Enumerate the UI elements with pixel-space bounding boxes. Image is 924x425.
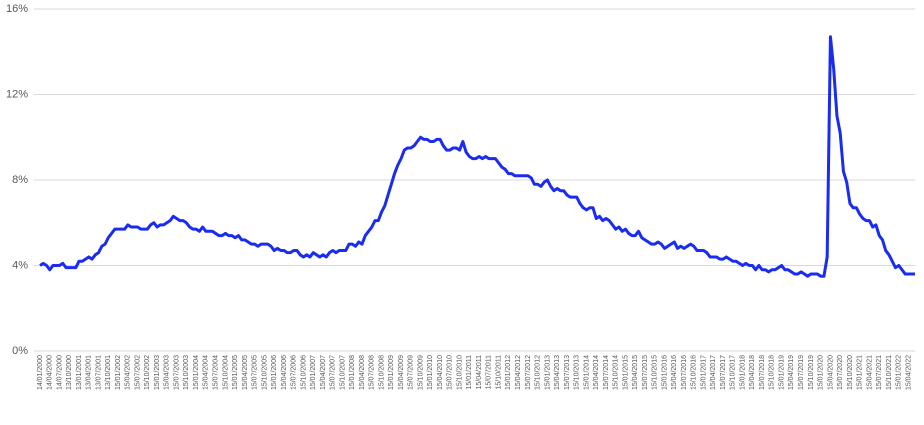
x-tick-label: 15/10/2002: [144, 355, 151, 390]
x-tick-label: 14/07/2000: [56, 355, 63, 390]
x-tick-label: 15/04/2005: [242, 355, 249, 390]
x-tick-label: 15/01/2010: [427, 355, 434, 390]
x-tick-label: 15/07/2014: [603, 355, 610, 390]
x-tick-label: 15/07/2008: [369, 355, 376, 390]
x-tick-label: 13/07/2001: [95, 355, 102, 390]
x-tick-label: 15/04/2010: [437, 355, 444, 390]
x-tick-label: 15/01/2008: [349, 355, 356, 390]
x-tick-label: 15/04/2021: [866, 355, 873, 390]
x-tick-label: 15/10/2005: [261, 355, 268, 390]
y-tick-label: 0%: [12, 345, 28, 357]
x-tick-label: 15/07/2010: [447, 355, 454, 390]
x-tick-label: 15/10/2017: [730, 355, 737, 390]
x-tick-label: 15/07/2015: [642, 355, 649, 390]
x-tick-label: 15/10/2021: [886, 355, 893, 390]
x-tick-label: 15/01/2002: [115, 355, 122, 390]
x-tick-label: 15/04/2009: [398, 355, 405, 390]
x-tick-label: 15/07/2006: [291, 355, 298, 390]
x-tick-label: 15/10/2006: [300, 355, 307, 390]
line: [39, 35, 915, 278]
x-tick-label: 15/01/2005: [232, 355, 239, 390]
x-tick-label: 15/10/2015: [652, 355, 659, 390]
x-tick-label: 15/10/2012: [535, 355, 542, 390]
x-tick-label: 15/01/2003: [154, 355, 161, 390]
x-tick-label: 13/10/2001: [105, 355, 112, 390]
x-tick-label: 15/07/2016: [681, 355, 688, 390]
x-tick-label: 15/04/2017: [710, 355, 717, 390]
x-tick-label: 15/01/2009: [388, 355, 395, 390]
x-tick-label: 15/07/2017: [720, 355, 727, 390]
x-tick-label: 15/04/2014: [593, 355, 600, 390]
x-tick-label: 15/07/2021: [876, 355, 883, 390]
x-tick-label: 15/07/2005: [252, 355, 259, 390]
x-tick-label: 15/07/2004: [212, 355, 219, 390]
x-tick-label: 15/10/2011: [495, 355, 502, 390]
x-tick-label: 15/10/2016: [691, 355, 698, 390]
x-tick-label: 15/04/2018: [749, 355, 756, 390]
y-tick-label: 4%: [12, 259, 28, 271]
x-tick-label: 15/01/2006: [271, 355, 278, 390]
y-tick-label: 8%: [12, 174, 28, 186]
x-tick-label: 15/04/2019: [788, 355, 795, 390]
x-tick-label: 15/04/2004: [203, 355, 210, 390]
x-tick-label: 15/07/2009: [408, 355, 415, 390]
x-tick-label: 15/01/2017: [700, 355, 707, 390]
x-tick-label: 15/04/2008: [359, 355, 366, 390]
x-tick-label: 15/04/2011: [476, 355, 483, 390]
x-tick-label: 15/04/2016: [671, 355, 678, 390]
x-tick-label: 14/01/2000: [37, 355, 44, 390]
x-tick-label: 14/04/2000: [47, 355, 54, 390]
x-tick-label: 15/07/2011: [486, 355, 493, 390]
x-tick-label: 15/10/2003: [183, 355, 190, 390]
x-tick-label: 15/01/2011: [466, 355, 473, 390]
x-tick-label: 15/10/2010: [456, 355, 463, 390]
x-tick-label: 15/10/2008: [378, 355, 385, 390]
x-tick-label: 15/07/2020: [837, 355, 844, 390]
x-tick-label: 13/01/2001: [76, 355, 83, 390]
x-tick-label: 15/04/2006: [281, 355, 288, 390]
x-tick-label: 15/01/2013: [544, 355, 551, 390]
y-tick-label: 16%: [6, 3, 28, 15]
x-tick-label: 15/01/2012: [505, 355, 512, 390]
x-tick-label: 15/01/2020: [818, 355, 825, 390]
x-tick-label: 15/10/2013: [574, 355, 581, 390]
x-tick-label: 15/04/2020: [827, 355, 834, 390]
x-tick-label: 13/04/2001: [86, 355, 93, 390]
x-tick-label: 15/07/2002: [134, 355, 141, 390]
x-tick-label: 15/07/2018: [759, 355, 766, 390]
x-tick-label: 15/10/2019: [808, 355, 815, 390]
x-tick-label: 15/01/2014: [583, 355, 590, 390]
x-tick-label: 15/07/2013: [564, 355, 571, 390]
x-tick-label: 15/04/2003: [164, 355, 171, 390]
x-tick-label: 15/04/2015: [632, 355, 639, 390]
x-tick-label: 15/01/2016: [661, 355, 668, 390]
x-tick-label: 15/01/2018: [739, 355, 746, 390]
x-tick-label: 15/01/2022: [896, 355, 903, 390]
x-tick-label: 15/10/2020: [847, 355, 854, 390]
x-tick-label: 15/07/2007: [330, 355, 337, 390]
x-tick-label: 15/07/2019: [798, 355, 805, 390]
x-tick-label: 15/10/2004: [222, 355, 229, 390]
y-tick-label: 12%: [6, 88, 28, 100]
x-tick-label: 15/10/2007: [339, 355, 346, 390]
x-tick-label: 15/04/2012: [515, 355, 522, 390]
x-tick-label: 13/10/2000: [66, 355, 73, 390]
x-tick-label: 15/10/2018: [769, 355, 776, 390]
x-tick-label: 15/07/2012: [525, 355, 532, 390]
x-tick-label: 15/01/2021: [857, 355, 864, 390]
x-tick-label: 15/01/2019: [778, 355, 785, 390]
x-tick-label: 15/01/2015: [622, 355, 629, 390]
x-tick-label: 15/10/2014: [613, 355, 620, 390]
x-tick-label: 15/04/2022: [905, 355, 912, 390]
x-tick-label: 15/04/2002: [125, 355, 132, 390]
x-tick-label: 15/10/2009: [417, 355, 424, 390]
x-tick-label: 15/07/2003: [173, 355, 180, 390]
x-tick-label: 15/04/2013: [554, 355, 561, 390]
x-tick-label: 15/01/2004: [193, 355, 200, 390]
x-tick-label: 15/01/2007: [310, 355, 317, 390]
x-tick-label: 15/04/2007: [320, 355, 327, 390]
